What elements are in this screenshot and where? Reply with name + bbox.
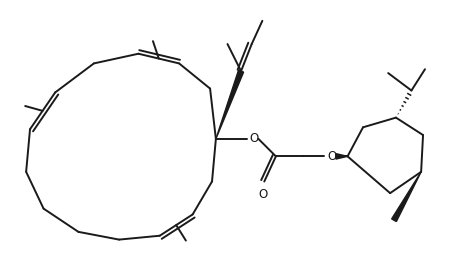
Text: O: O — [327, 150, 336, 163]
Polygon shape — [216, 70, 243, 139]
Text: O: O — [250, 132, 259, 146]
Polygon shape — [392, 172, 421, 222]
Polygon shape — [336, 154, 348, 159]
Text: O: O — [259, 188, 268, 201]
